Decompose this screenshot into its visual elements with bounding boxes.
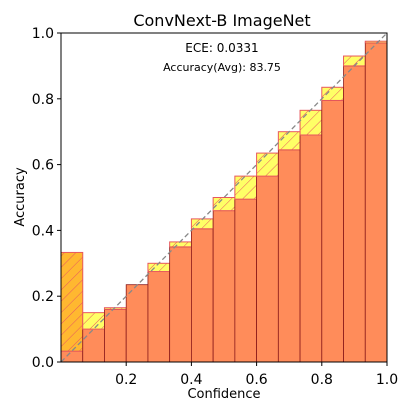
accuracy-bar: [212, 210, 236, 362]
accuracy-bar: [190, 228, 214, 362]
y-tick-label: 0.4: [32, 223, 54, 239]
y-tick-label: 1.0: [32, 26, 54, 42]
gap-hatch: [61, 252, 83, 352]
gap-hatch: [213, 197, 235, 211]
x-tick-label: 0.2: [115, 372, 137, 388]
ece-annotation: ECE: 0.0331: [185, 41, 258, 55]
x-axis: 0.2 0.4 0.6 0.8 1.0: [115, 362, 398, 388]
accuracy-bar: [82, 328, 105, 362]
gap-hatch: [365, 41, 387, 43]
gap-hatch: [300, 110, 322, 135]
accuracy-bar: [343, 65, 366, 362]
y-axis-label: Accuracy: [13, 167, 28, 227]
accuracy-annotation: Accuracy(Avg): 83.75: [163, 61, 281, 74]
gap-hatch: [278, 131, 301, 150]
accuracy-bar: [277, 149, 301, 362]
perfect-calibration-line: [60, 32, 388, 363]
accuracy-bar: [299, 134, 323, 362]
accuracy-bar: [169, 246, 192, 362]
x-tick-label: 1.0: [376, 372, 398, 388]
accuracy-bar: [147, 271, 171, 362]
y-tick-label: 0.2: [32, 289, 54, 305]
accuracy-bar: [364, 42, 387, 362]
gap-hatch: [191, 218, 214, 229]
y-tick-label: 0.6: [32, 158, 54, 174]
bars-group: [61, 40, 387, 362]
accuracy-bar: [256, 175, 279, 362]
plot-frame: [60, 32, 388, 363]
y-tick-label: 0.0: [32, 355, 54, 371]
gap-hatch: [343, 56, 366, 66]
gap-hatch: [256, 153, 279, 177]
gap-hatch: [82, 312, 105, 330]
gap-hatch: [321, 87, 344, 101]
y-axis: 0.0 0.2 0.4 0.6 0.8 1.0: [32, 26, 61, 371]
accuracy-bar: [104, 308, 127, 362]
gap-hatch: [147, 263, 170, 272]
accuracy-bar: [321, 100, 344, 362]
gap-hatch: [169, 241, 192, 247]
accuracy-bar: [125, 284, 149, 362]
gap-hatch: [104, 307, 127, 310]
accuracy-bar: [234, 198, 258, 362]
gap-hatch: [234, 176, 257, 200]
x-axis-label: Confidence: [187, 387, 260, 402]
x-tick-label: 0.8: [311, 372, 333, 388]
x-tick-label: 0.4: [180, 372, 202, 388]
accuracy-bar: [61, 350, 84, 362]
x-tick-label: 0.6: [245, 372, 267, 388]
y-tick-label: 0.8: [32, 92, 54, 108]
chart-title: ConvNext-B ImageNet: [133, 11, 310, 30]
